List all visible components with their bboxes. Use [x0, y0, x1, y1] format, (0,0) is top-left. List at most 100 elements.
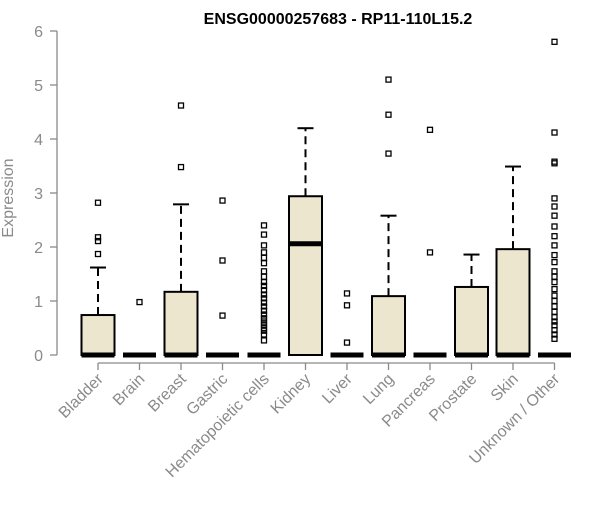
outlier-point [551, 38, 558, 45]
box-iqr [163, 290, 199, 357]
outlier-point [551, 158, 558, 165]
outlier-point [551, 335, 558, 342]
outlier-point [260, 242, 268, 249]
outlier-point [551, 242, 558, 249]
box-iqr [288, 195, 323, 356]
outlier-point [343, 302, 351, 309]
outlier-point [94, 237, 102, 245]
outlier-point [260, 291, 268, 298]
outlier-point [260, 337, 268, 344]
outlier-point [177, 102, 185, 109]
outlier-point [219, 197, 226, 204]
box-bladder [80, 199, 116, 358]
outlier-point [343, 339, 351, 346]
box-liver [330, 290, 364, 358]
outlier-point [94, 234, 102, 241]
outlier-point [260, 303, 268, 310]
box-unknown-other [538, 38, 571, 358]
outlier-point [219, 312, 226, 319]
box-pancreas [413, 126, 447, 358]
outlier-point [551, 251, 558, 259]
outlier-point [260, 282, 268, 290]
outlier-point [551, 223, 558, 230]
outlier-point [260, 295, 268, 302]
outlier-point [551, 308, 558, 315]
outlier-point [94, 199, 102, 206]
y-tick-label: 3 [34, 186, 43, 203]
y-tick-label: 2 [34, 240, 43, 257]
box-skin [495, 165, 531, 358]
box-gastric [206, 197, 239, 358]
y-tick-label: 5 [34, 78, 43, 95]
outlier-point [551, 233, 558, 240]
x-tick-label: Skin [488, 371, 522, 405]
y-tick-label: 0 [34, 348, 43, 365]
outlier-point [551, 160, 558, 167]
outlier-point [551, 129, 558, 136]
box-brain [123, 298, 156, 358]
box-iqr [495, 248, 531, 356]
outlier-point [260, 287, 268, 294]
outlier-point [551, 273, 558, 280]
outlier-point [94, 250, 102, 258]
y-tick-label: 6 [34, 24, 43, 41]
outlier-point [343, 290, 351, 297]
outlier-point [551, 285, 558, 293]
x-tick-label: Brain [110, 371, 148, 409]
outlier-point [551, 258, 558, 266]
x-tick-label: Kidney [268, 371, 315, 418]
outlier-point [136, 298, 143, 306]
outlier-point [385, 76, 392, 83]
x-tick-label: Liver [319, 370, 356, 407]
outlier-point [551, 195, 558, 202]
outlier-point [260, 231, 268, 238]
outlier-point [260, 324, 268, 332]
box-iqr [80, 314, 116, 357]
outlier-point [260, 307, 268, 314]
outlier-point [385, 111, 392, 118]
boxes [80, 38, 571, 358]
outlier-point [426, 249, 434, 256]
outlier-point [260, 249, 268, 256]
outlier-point [551, 303, 558, 310]
outlier-point [260, 273, 268, 280]
outlier-point [260, 318, 268, 325]
outlier-point [551, 331, 558, 338]
outlier-point [551, 322, 558, 329]
y-tick-label: 4 [34, 132, 43, 149]
outlier-point [260, 222, 268, 229]
box-prostate [454, 253, 489, 358]
y-tick-label: 1 [34, 294, 43, 311]
outlier-point [260, 254, 268, 261]
x-tick-label: Bladder [56, 370, 107, 421]
x-tick-label: Breast [145, 370, 190, 415]
outlier-point [551, 292, 558, 299]
y-axis-label: Expression [0, 158, 17, 237]
box-lung [371, 76, 406, 358]
outlier-point [177, 163, 185, 171]
outlier-point [260, 311, 268, 318]
outlier-point [385, 150, 392, 157]
outlier-point [260, 260, 268, 267]
outlier-point [260, 331, 268, 338]
outlier-point [260, 268, 268, 275]
box-hematopoietic-cells [247, 222, 281, 358]
outlier-point [551, 268, 558, 275]
x-tick-label: Lung [360, 371, 397, 408]
outlier-point [260, 321, 268, 328]
box-iqr [454, 285, 489, 356]
box-iqr [371, 295, 406, 357]
outlier-point [551, 212, 558, 219]
chart-title: ENSG00000257683 - RP11-110L15.2 [204, 11, 473, 28]
outlier-point [551, 203, 558, 210]
outlier-point [551, 318, 558, 325]
outlier-point [260, 299, 268, 306]
box-kidney [288, 127, 323, 356]
outlier-point [219, 257, 226, 264]
outlier-point [551, 278, 558, 286]
outlier-point [426, 126, 434, 133]
outlier-point [551, 297, 558, 305]
outlier-point [260, 315, 268, 322]
